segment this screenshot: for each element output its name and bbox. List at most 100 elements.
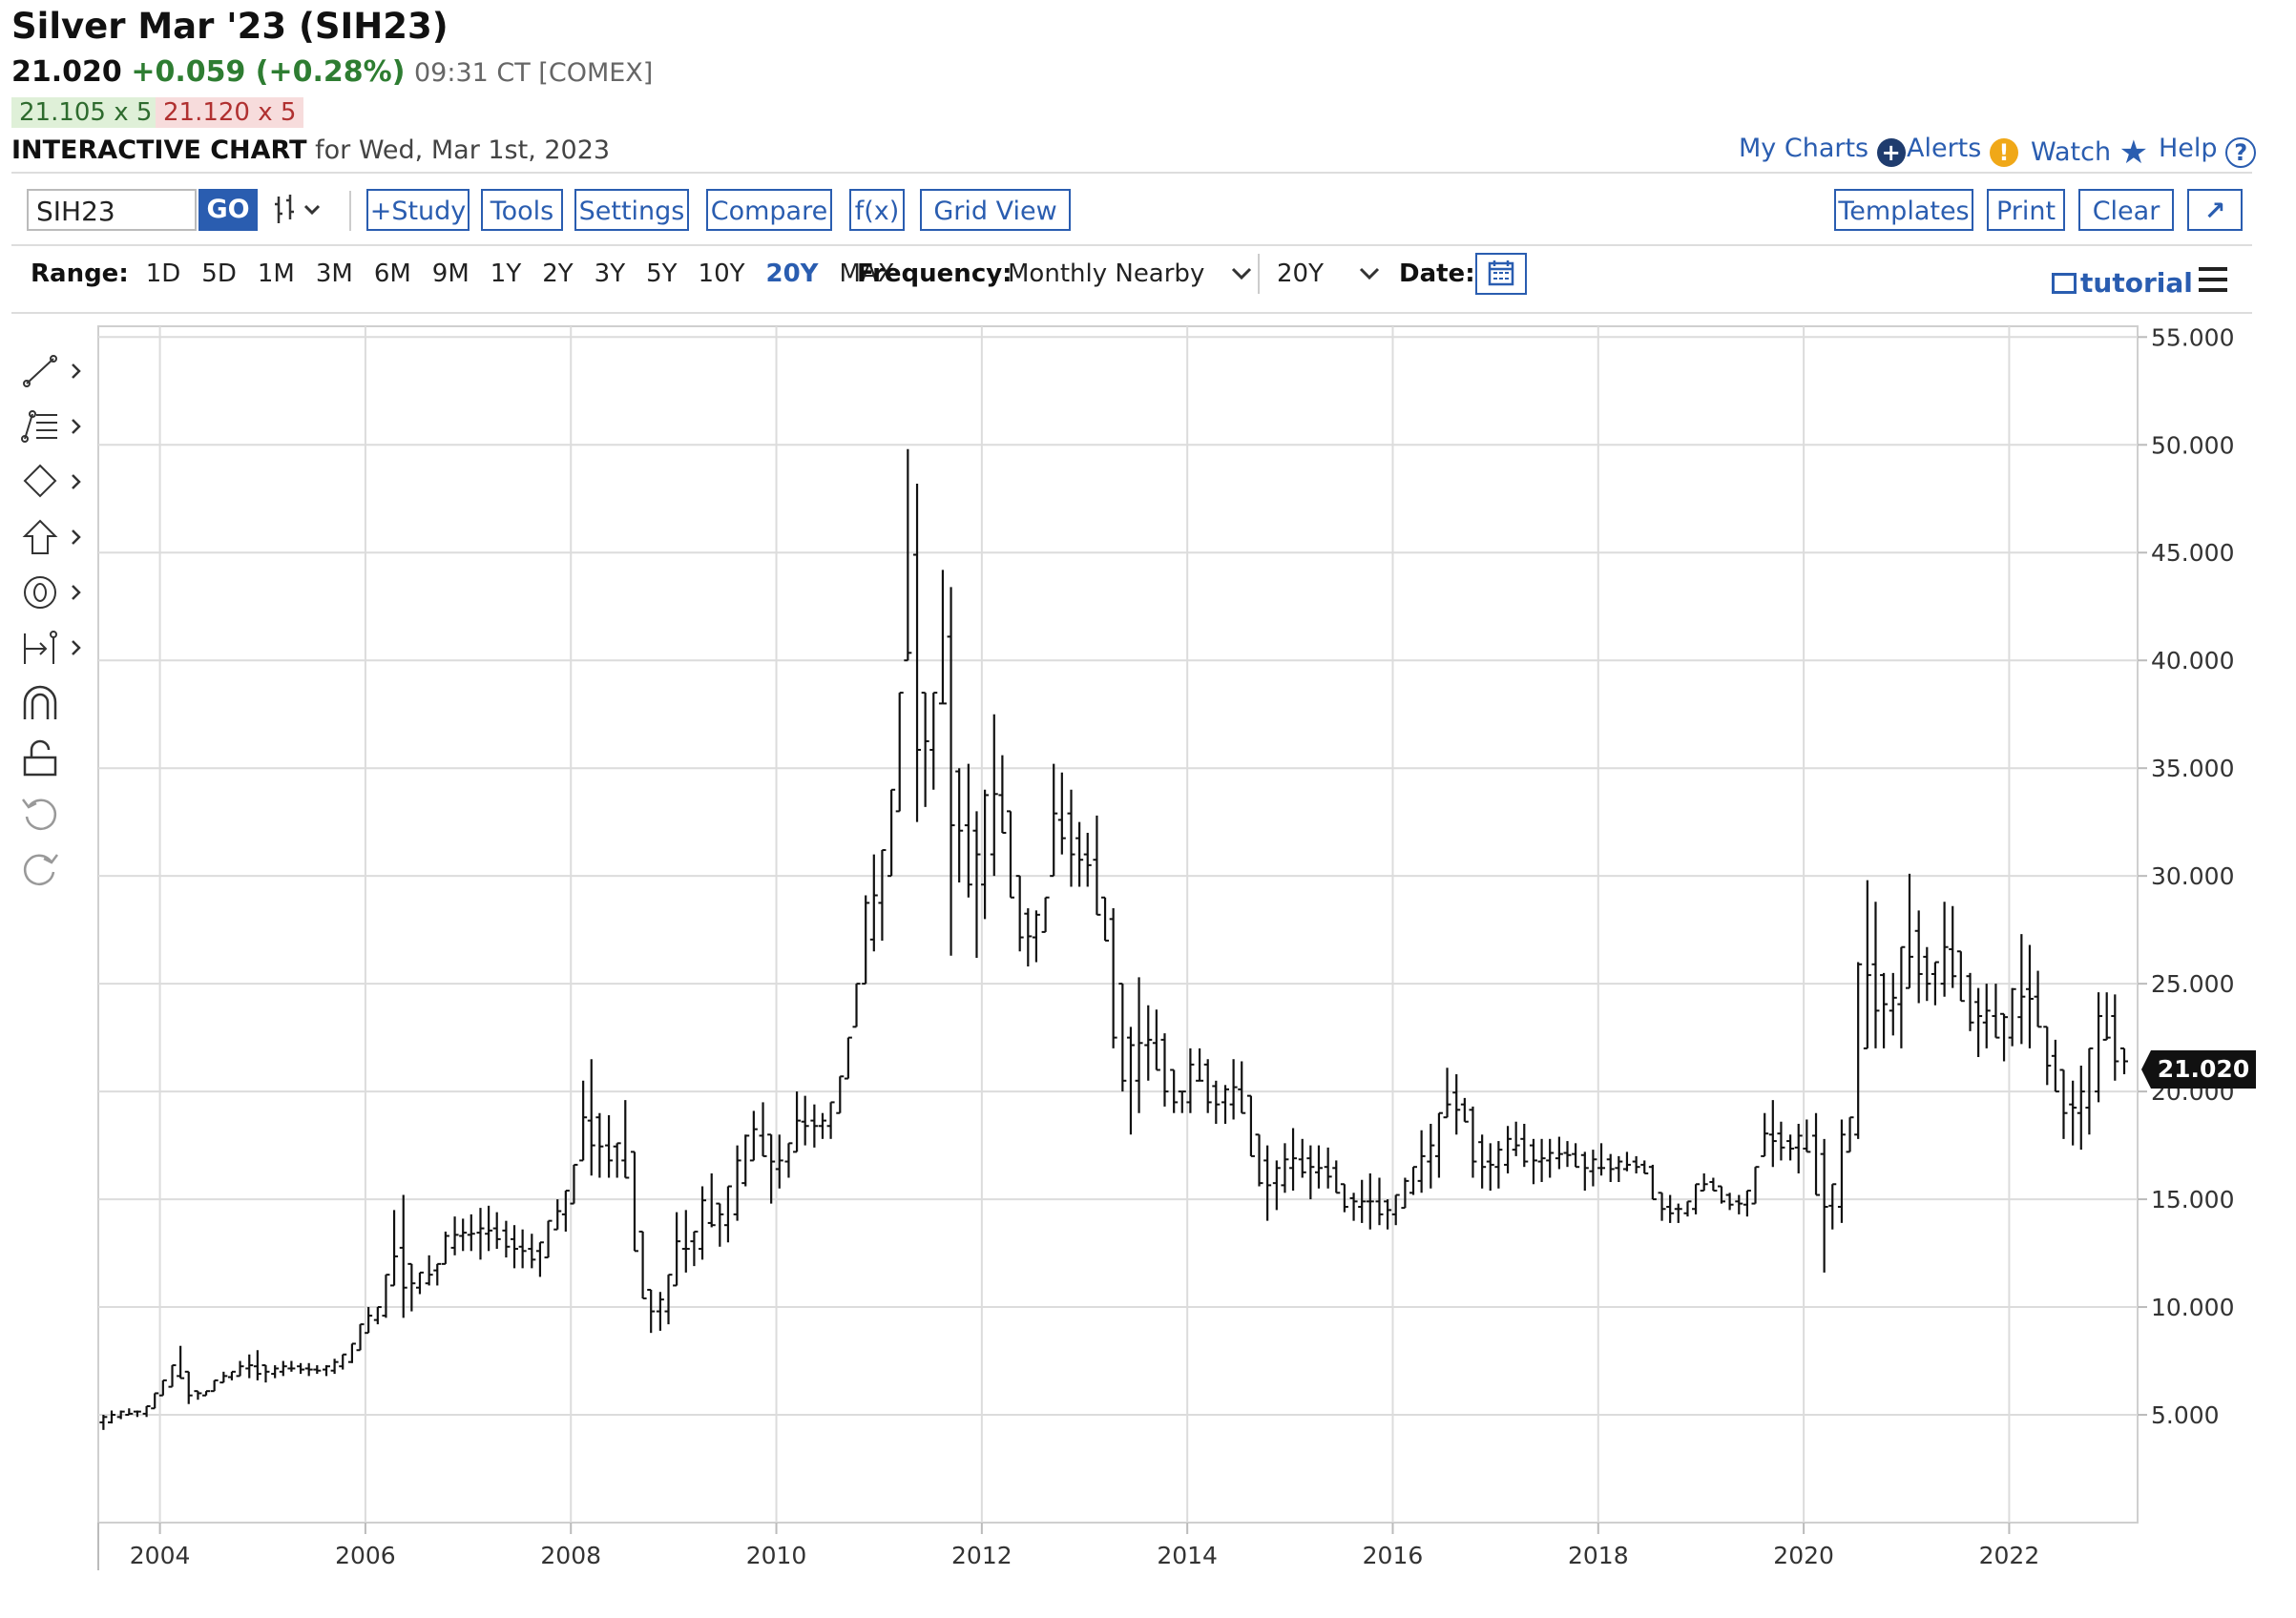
price-bar bbox=[1314, 1145, 1323, 1189]
price-bar bbox=[511, 1225, 519, 1269]
price-bar bbox=[271, 1365, 280, 1379]
price-change: +0.059 (+0.28%) bbox=[131, 55, 406, 89]
period-value: 20Y bbox=[1277, 259, 1324, 288]
price-bar bbox=[1786, 1134, 1795, 1161]
range-option-20y[interactable]: 20Y bbox=[765, 259, 819, 288]
quote-time: 09:31 CT [COMEX] bbox=[413, 58, 654, 88]
price-bar bbox=[253, 1350, 261, 1380]
price-bar bbox=[1854, 962, 1863, 1139]
price-bar bbox=[673, 1212, 681, 1287]
templates-button[interactable]: Templates bbox=[1834, 189, 1973, 231]
redo-tool[interactable] bbox=[19, 841, 95, 897]
drawing-tools bbox=[19, 343, 95, 897]
price-bar bbox=[913, 483, 922, 822]
price-bar bbox=[1366, 1172, 1374, 1230]
circle-zero-icon bbox=[24, 576, 81, 609]
price-bar bbox=[1006, 810, 1014, 899]
bid-badge: 21.105 x 5 bbox=[11, 97, 160, 128]
price-bar bbox=[759, 1102, 767, 1157]
range-option-2y[interactable]: 2Y bbox=[542, 259, 574, 288]
range-option-1d[interactable]: 1D bbox=[145, 259, 181, 288]
chart-type-dropdown[interactable] bbox=[273, 193, 328, 231]
fibonacci-icon bbox=[21, 410, 81, 443]
fx-button[interactable]: f(x) bbox=[849, 189, 905, 231]
quote-line: 21.020 +0.059 (+0.28%) 09:31 CT [COMEX] bbox=[11, 55, 653, 89]
price-bar bbox=[1717, 1185, 1725, 1204]
settings-button[interactable]: Settings bbox=[574, 189, 689, 231]
trendline-icon bbox=[23, 355, 81, 387]
range-option-3y[interactable]: 3Y bbox=[594, 259, 626, 288]
magnet-icon bbox=[23, 685, 57, 719]
price-bar bbox=[518, 1229, 527, 1269]
price-bar bbox=[476, 1208, 485, 1260]
period-dropdown[interactable]: 20Y bbox=[1277, 259, 1381, 288]
price-bar bbox=[2051, 1039, 2059, 1093]
star-icon: ★ bbox=[2119, 134, 2149, 172]
price-bar bbox=[502, 1220, 511, 1258]
range-option-1m[interactable]: 1M bbox=[257, 259, 295, 288]
label-tool[interactable] bbox=[19, 565, 95, 620]
shape-tool[interactable] bbox=[19, 454, 95, 509]
price-bar bbox=[1032, 910, 1040, 963]
expand-button[interactable]: ↗ bbox=[2187, 189, 2243, 231]
tutorial-link[interactable]: tutorial bbox=[2052, 267, 2193, 299]
my-charts-link[interactable]: My Charts + bbox=[1739, 134, 1906, 167]
y-tick-label: 45.000 bbox=[2151, 539, 2234, 567]
tools-button[interactable]: Tools bbox=[481, 189, 563, 231]
print-button[interactable]: Print bbox=[1987, 189, 2065, 231]
price-bar bbox=[990, 714, 998, 877]
frequency-value: Monthly Nearby bbox=[1008, 259, 1205, 288]
date-picker-button[interactable] bbox=[1475, 253, 1527, 295]
fibonacci-tool[interactable] bbox=[19, 399, 95, 454]
lock-tool[interactable] bbox=[19, 731, 95, 786]
symbol-input[interactable]: SIH23 bbox=[27, 189, 197, 231]
price-bar bbox=[1906, 873, 1914, 989]
chart-label: INTERACTIVE CHART bbox=[11, 135, 307, 165]
watch-link[interactable]: Watch ★ bbox=[2031, 134, 2148, 172]
measure-tool[interactable] bbox=[19, 620, 95, 675]
price-bar bbox=[844, 1036, 852, 1080]
clear-button[interactable]: Clear bbox=[2078, 189, 2174, 231]
chart-date: for Wed, Mar 1st, 2023 bbox=[315, 135, 611, 165]
range-option-5d[interactable]: 5D bbox=[201, 259, 237, 288]
x-tick-label: 2022 bbox=[1979, 1542, 2040, 1569]
study-button[interactable]: +Study bbox=[366, 189, 470, 231]
price-bar bbox=[1384, 1199, 1392, 1230]
price-bar bbox=[887, 788, 896, 878]
trendline-tool[interactable] bbox=[19, 343, 95, 399]
page-title: Silver Mar '23 (SIH23) bbox=[11, 6, 449, 47]
price-bar bbox=[194, 1390, 202, 1400]
grid-view-button[interactable]: Grid View bbox=[920, 189, 1071, 231]
compare-button[interactable]: Compare bbox=[706, 189, 832, 231]
price-bar bbox=[544, 1219, 553, 1259]
price-bar bbox=[1615, 1155, 1623, 1183]
go-button[interactable]: GO bbox=[198, 189, 258, 231]
undo-tool[interactable] bbox=[19, 786, 95, 841]
range-option-3m[interactable]: 3M bbox=[315, 259, 353, 288]
frequency-dropdown[interactable]: Monthly Nearby bbox=[1008, 259, 1253, 288]
price-bar bbox=[1871, 902, 1880, 1048]
price-bar bbox=[1768, 1100, 1777, 1168]
price-bar bbox=[1974, 987, 1983, 1057]
price-bar bbox=[1956, 950, 1965, 1003]
menu-button[interactable] bbox=[2197, 265, 2229, 298]
price-bar bbox=[605, 1114, 614, 1178]
price-bar bbox=[313, 1365, 322, 1375]
alerts-link[interactable]: Alerts ! bbox=[1907, 134, 2018, 167]
price-bar bbox=[116, 1410, 125, 1420]
range-option-9m[interactable]: 9M bbox=[431, 259, 470, 288]
range-option-6m[interactable]: 6M bbox=[373, 259, 411, 288]
price-bar bbox=[2000, 1012, 2009, 1062]
range-option-10y[interactable]: 10Y bbox=[698, 259, 745, 288]
price-bar bbox=[133, 1410, 141, 1418]
range-option-max[interactable]: MAX bbox=[839, 259, 895, 288]
range-option-5y[interactable]: 5Y bbox=[646, 259, 678, 288]
price-bar bbox=[1632, 1155, 1640, 1173]
arrow-tool[interactable] bbox=[19, 509, 95, 565]
price-bar bbox=[1622, 1151, 1631, 1172]
film-icon bbox=[2052, 273, 2077, 294]
magnet-tool[interactable] bbox=[19, 675, 95, 731]
help-link[interactable]: Help ? bbox=[2159, 134, 2257, 168]
range-option-1y[interactable]: 1Y bbox=[490, 259, 522, 288]
